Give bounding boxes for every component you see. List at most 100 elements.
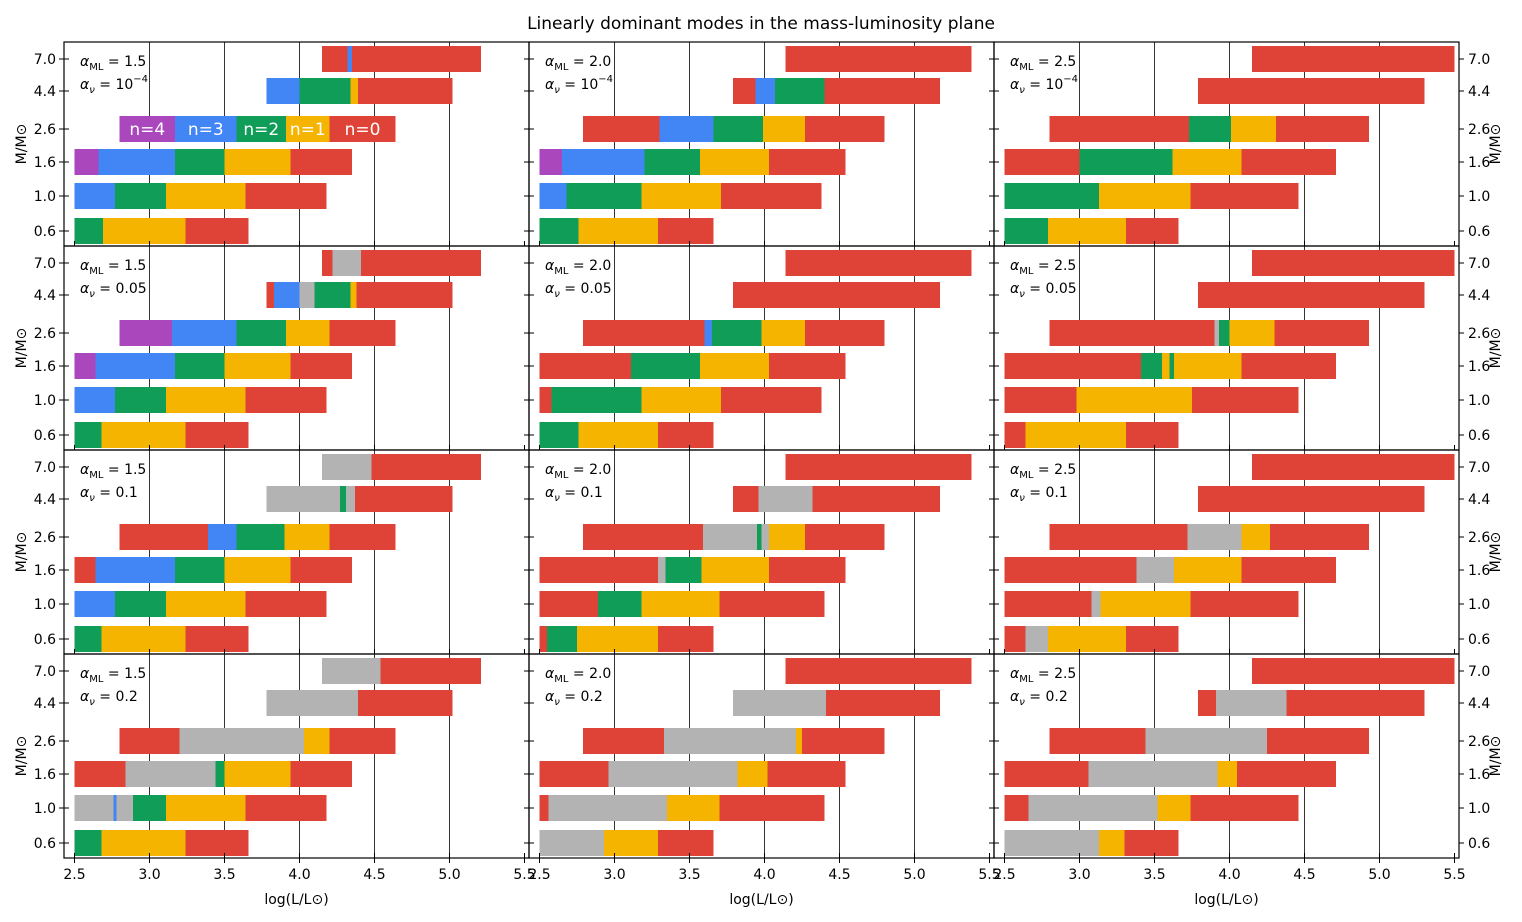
bar-segment-n3: [704, 320, 712, 346]
bar-segment-n3: [95, 557, 175, 583]
bar-segment-g: [299, 282, 315, 308]
x-tick-label: 4.0: [288, 867, 310, 883]
bar-segment-n1: [1076, 387, 1192, 413]
bar-segment-n1: [578, 422, 658, 448]
bar-segment-n0: [785, 454, 972, 480]
bar-segment-n1: [761, 320, 805, 346]
bar-segment-n1: [796, 728, 802, 754]
bar-segment-n0: [539, 761, 609, 787]
bar-segment-n3: [74, 183, 115, 209]
bar-segment-n0: [1237, 761, 1336, 787]
bar-segment-g: [761, 524, 769, 550]
y-tick-label-right: 1.6: [1468, 359, 1490, 375]
bar-segment-n1: [737, 761, 768, 787]
x-tick-label: 2.5: [528, 867, 550, 883]
panel-r4-c1: 7.0 4.4 2.6 1.6 1.0 0.6 M/M⊙ 2.5 3.0 3.5 4.0 4.5 5.0…: [14, 653, 536, 908]
x-axis-label: log(L/L⊙): [264, 892, 328, 908]
y-tick-label: 7.0: [34, 256, 56, 272]
bar-segment-n0: [1252, 46, 1455, 72]
bar-segment-n1: [700, 149, 769, 175]
bar-segment-n2: [1004, 183, 1099, 209]
y-tick-label: 0.6: [34, 632, 56, 648]
x-tick-label: 4.5: [828, 867, 850, 883]
y-tick-label-right: 4.4: [1468, 492, 1490, 508]
x-tick-label: 3.0: [1068, 867, 1090, 883]
bar-segment-n1: [641, 591, 720, 617]
bar-segment-n1: [350, 282, 357, 308]
alpha-ml-annotation: αML = 2.0: [545, 462, 611, 481]
panel-r4-c2: 2.5 3.0 3.5 4.0 4.5 5.0 5.5 log(L/L⊙) αML = 2.0 α…: [524, 653, 1001, 908]
alpha-nu-annotation: αν = 10−4: [545, 74, 613, 96]
bar-segment-n0: [1252, 250, 1455, 276]
bar-segment-n0: [539, 387, 552, 413]
y-axis-label-right: M/M⊙: [1488, 328, 1504, 369]
bar-segment-n0: [380, 658, 481, 684]
bar-segment-n0: [539, 795, 549, 821]
bar-segment-n0: [539, 557, 658, 583]
alpha-nu-annotation: αν = 0.1: [1010, 485, 1068, 504]
bar-segment-n0: [329, 320, 396, 346]
bar-segment-n2: [631, 353, 700, 379]
bar-segment-n3: [208, 524, 237, 550]
y-tick-label-right: 1.0: [1468, 801, 1490, 817]
bar-segment-n1: [577, 626, 658, 652]
alpha-nu-annotation: αν = 0.05: [1010, 281, 1077, 300]
bar-segment-n0: [805, 524, 885, 550]
bar-segment-n0: [1190, 795, 1299, 821]
bar-segment-n0: [1198, 78, 1425, 104]
alpha-ml-annotation: αML = 1.5: [80, 462, 146, 481]
bar-segment-n2: [236, 320, 286, 346]
bar-segment-n0: [1241, 149, 1336, 175]
bar-segment-n0: [805, 320, 885, 346]
alpha-nu-annotation: αν = 0.2: [80, 689, 138, 708]
panel-r2-c1: 7.0 4.4 2.6 1.6 1.0 0.6 M/M⊙ αML = 1.5 αν = 0.05: [14, 245, 530, 451]
bar-segment-n0: [1276, 116, 1369, 142]
bar-segment-n0: [1049, 116, 1189, 142]
bar-segment-n2: [1004, 218, 1048, 244]
bar-segment-g: [179, 728, 304, 754]
alpha-ml-annotation: αML = 1.5: [80, 54, 146, 73]
x-tick-label: 5.0: [438, 867, 460, 883]
bar-segment-n1: [1025, 422, 1126, 448]
bar-segment-n0: [1004, 557, 1137, 583]
bar-segment-g: [1187, 524, 1242, 550]
bar-segment-n1: [1048, 218, 1126, 244]
x-tick-label: 3.5: [213, 867, 235, 883]
bar-segment-n0: [1004, 795, 1029, 821]
alpha-ml-annotation: αML = 2.5: [1010, 54, 1076, 73]
legend-label-n3: n=3: [188, 120, 224, 140]
y-tick-label: 1.0: [34, 393, 56, 409]
bar-segment-n0: [361, 250, 481, 276]
x-axis-label: log(L/L⊙): [1194, 892, 1258, 908]
y-tick-label-right: 0.6: [1468, 428, 1490, 444]
bar-segment-n0: [1241, 557, 1336, 583]
bar-segment-n1: [304, 728, 330, 754]
bar-segment-n1: [641, 183, 721, 209]
y-tick-label-right: 2.6: [1468, 530, 1490, 546]
bar-segment-n0: [1190, 591, 1299, 617]
bar-segment-n3: [266, 78, 300, 104]
bar-segment-n1: [103, 218, 186, 244]
y-tick-label-right: 1.0: [1468, 189, 1490, 205]
bar-segment-g: [1091, 591, 1101, 617]
bar-segment-n0: [74, 557, 96, 583]
bar-segment-n0: [812, 486, 940, 512]
bar-segment-n0: [805, 116, 885, 142]
y-axis-label: M/M⊙: [14, 736, 30, 777]
bar-segment-n2: [1219, 320, 1230, 346]
bar-segment-g: [1025, 626, 1048, 652]
bar-segment-g: [1214, 320, 1219, 346]
bar-segment-n0: [1126, 218, 1179, 244]
alpha-ml-annotation: αML = 1.5: [80, 258, 146, 277]
bar-segment-n2: [539, 422, 579, 448]
legend-label-n4: n=4: [129, 120, 165, 140]
bar-segment-n2: [74, 830, 102, 856]
bar-segment-n0: [826, 690, 940, 716]
panel-r1-c2: αML = 2.0αν = 10−4: [524, 41, 995, 247]
bar-segment-n0: [1126, 626, 1179, 652]
bar-segment-g: [664, 728, 796, 754]
bar-segment-n2: [1079, 149, 1173, 175]
bar-segment-n1: [641, 387, 721, 413]
bar-segment-g: [332, 250, 361, 276]
